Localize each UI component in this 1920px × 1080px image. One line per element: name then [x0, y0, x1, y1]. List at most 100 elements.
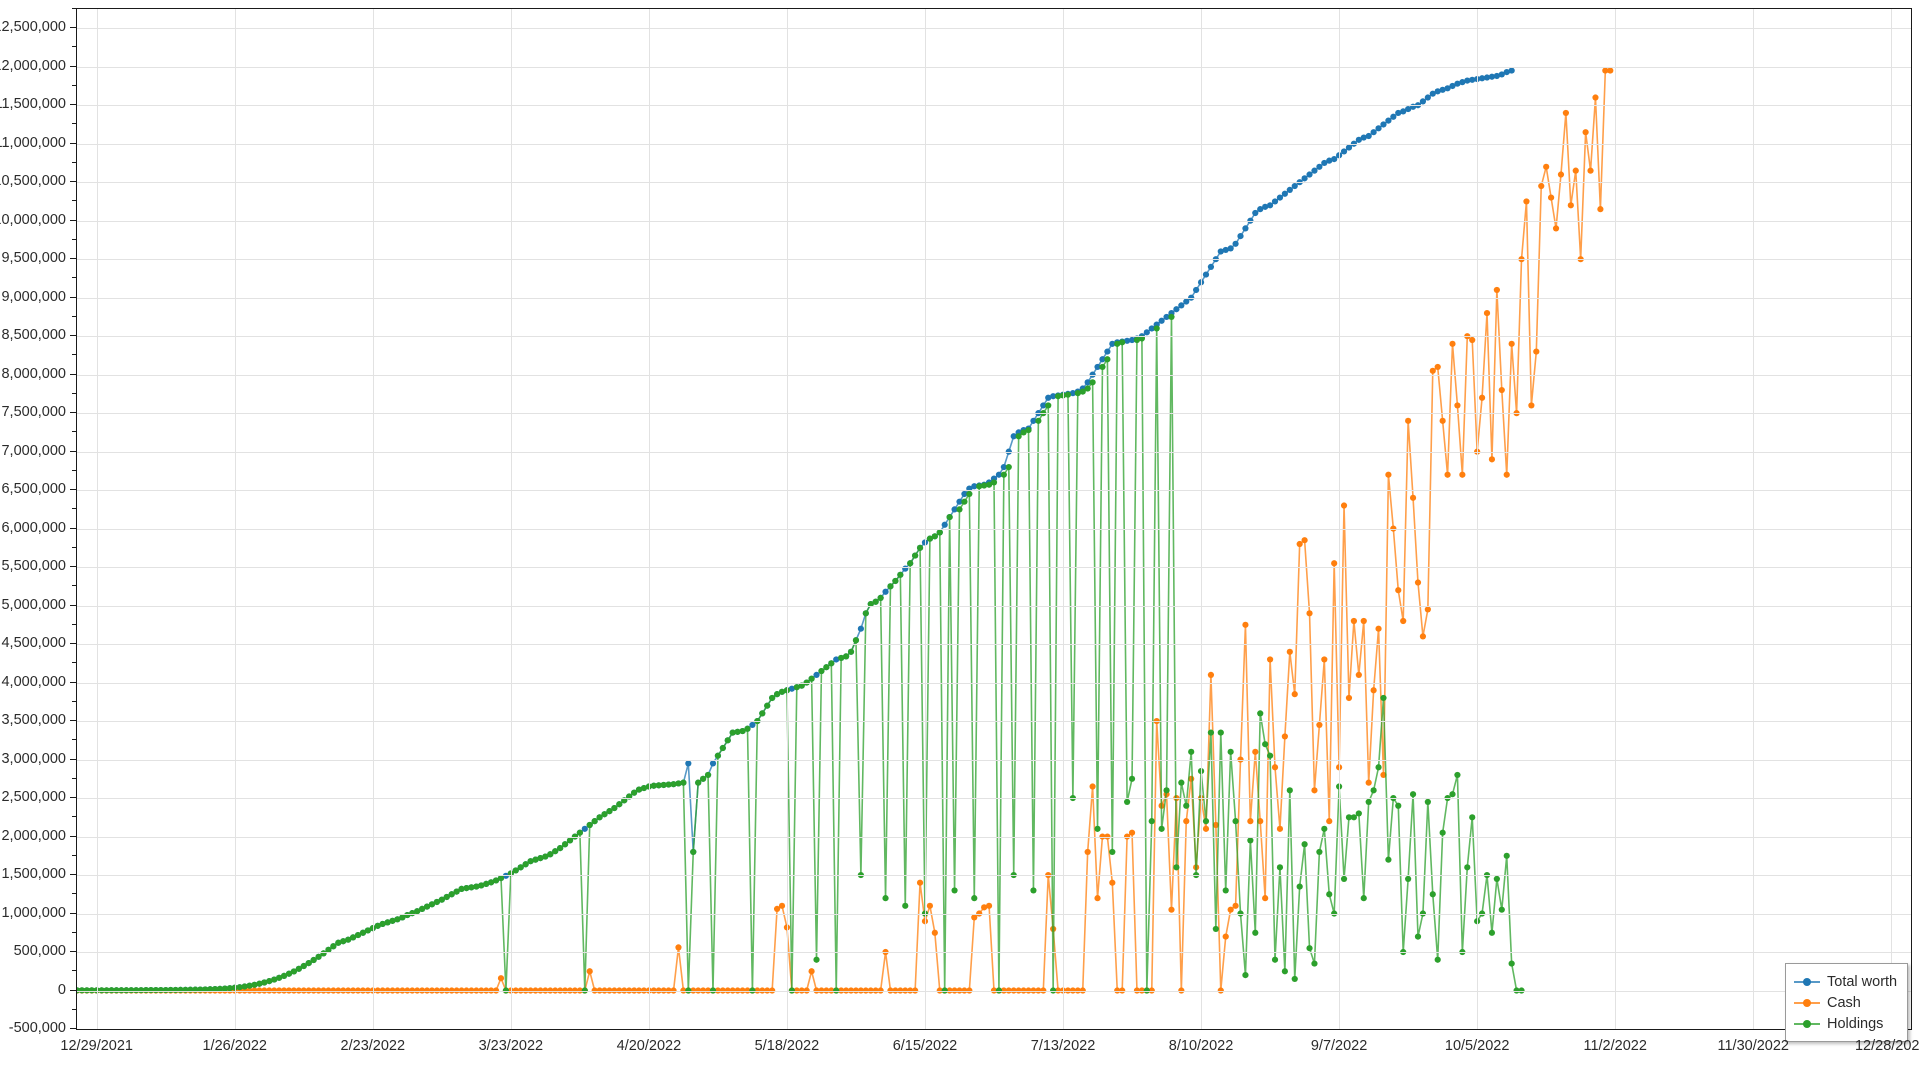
gridline-vertical	[1339, 9, 1340, 1029]
legend-item-holdings[interactable]: Holdings	[1794, 1013, 1897, 1034]
data-point	[1173, 864, 1180, 871]
data-point	[778, 902, 786, 909]
data-point	[783, 687, 791, 694]
legend-item-cash[interactable]: Cash	[1794, 992, 1897, 1013]
data-point	[769, 694, 776, 702]
data-point	[611, 987, 618, 994]
data-point	[1084, 379, 1091, 386]
y-axis-tick-mark	[70, 874, 76, 876]
y-axis-tick-mark	[70, 412, 76, 414]
data-point	[601, 811, 608, 818]
data-point	[1257, 818, 1264, 825]
data-point	[1237, 910, 1244, 917]
data-point	[369, 987, 376, 994]
data-point	[1380, 694, 1387, 702]
data-point	[547, 987, 554, 994]
data-point	[1148, 325, 1155, 332]
data-point	[685, 760, 692, 767]
data-point	[1375, 125, 1382, 132]
data-point	[1493, 72, 1500, 80]
data-point	[1202, 818, 1210, 825]
y-axis-minor-tick	[72, 84, 76, 86]
data-point	[764, 702, 771, 709]
data-point	[1262, 203, 1269, 210]
data-point	[1607, 67, 1614, 74]
data-point	[729, 729, 736, 736]
data-point	[1045, 394, 1052, 401]
data-point	[300, 987, 307, 994]
data-point	[1321, 159, 1328, 167]
data-point	[1262, 741, 1269, 748]
data-point	[473, 987, 480, 994]
data-point	[1508, 67, 1515, 74]
data-point	[1350, 814, 1357, 821]
y-axis-tick-label: 10,500,000	[0, 173, 66, 190]
data-point	[892, 987, 899, 994]
data-point	[808, 675, 815, 682]
data-point	[1207, 263, 1215, 270]
data-point	[1193, 286, 1200, 294]
data-point	[1153, 325, 1160, 332]
data-point	[1370, 129, 1377, 136]
data-point	[813, 671, 820, 678]
gridline-horizontal	[77, 991, 1911, 992]
data-point	[1602, 67, 1609, 74]
chart-legend[interactable]: Total worth Cash Holdings	[1785, 963, 1909, 1042]
data-point	[1276, 194, 1284, 201]
data-point	[1360, 895, 1367, 902]
data-point	[1119, 339, 1126, 346]
data-point	[1173, 306, 1180, 313]
data-point	[921, 918, 929, 925]
data-point	[616, 801, 623, 808]
y-axis-tick-mark	[70, 835, 76, 837]
data-point	[1124, 798, 1131, 806]
gridline-horizontal	[77, 490, 1911, 491]
data-point	[1291, 975, 1298, 983]
data-point	[354, 931, 362, 939]
data-point	[852, 637, 860, 644]
data-point	[1538, 182, 1545, 190]
data-point	[744, 725, 751, 732]
data-point	[1434, 88, 1441, 95]
legend-item-total-worth[interactable]: Total worth	[1794, 971, 1897, 992]
data-point	[724, 987, 731, 994]
data-point	[1227, 748, 1234, 755]
y-axis-tick-label: 7,500,000	[1, 404, 66, 421]
y-axis-tick-label: 2,000,000	[1, 827, 66, 844]
data-point	[448, 987, 455, 994]
data-point	[1444, 471, 1451, 478]
data-point	[759, 987, 766, 994]
y-axis-tick-label: 2,500,000	[1, 789, 66, 806]
data-point	[384, 919, 391, 926]
y-axis-tick-label: 8,000,000	[1, 365, 66, 382]
y-axis-tick-mark	[70, 489, 76, 491]
gridline-horizontal	[77, 375, 1911, 376]
data-point	[1094, 825, 1101, 832]
data-point	[1400, 617, 1407, 625]
data-point	[1158, 825, 1165, 832]
x-axis-tick-label: 12/29/2021	[60, 1038, 134, 1054]
gridline-horizontal	[77, 259, 1911, 260]
series-total-worth	[77, 67, 1515, 994]
data-point	[1306, 171, 1313, 178]
y-axis-tick-mark	[70, 65, 76, 67]
y-axis-tick-label: 3,500,000	[1, 712, 66, 729]
data-point	[1015, 433, 1022, 440]
data-point	[1340, 502, 1348, 509]
data-point	[236, 984, 243, 991]
gridline-horizontal	[77, 914, 1911, 915]
data-point	[1572, 167, 1579, 174]
data-point	[902, 902, 909, 909]
x-axis-tick-label: 12/28/2022	[1854, 1038, 1920, 1054]
gridline-horizontal	[77, 413, 1911, 414]
data-point	[1434, 956, 1441, 963]
data-point	[823, 987, 830, 994]
data-point	[1385, 471, 1392, 478]
data-point	[1291, 182, 1298, 190]
data-point	[1286, 787, 1293, 794]
data-point	[1054, 987, 1062, 994]
y-axis-tick-label: 6,500,000	[1, 481, 66, 498]
data-point	[995, 471, 1003, 478]
gridline-horizontal	[77, 721, 1911, 722]
data-point	[394, 987, 401, 994]
